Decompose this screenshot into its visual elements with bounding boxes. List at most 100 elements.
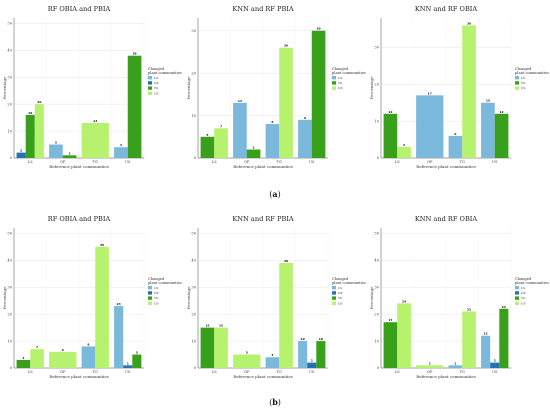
legend-label: US bbox=[338, 301, 343, 305]
legend-swatch-us bbox=[515, 86, 519, 90]
x-tick-label: OP bbox=[244, 370, 250, 374]
bar-value-label: 5 bbox=[136, 351, 138, 355]
x-axis-label: Reference plant communities bbox=[416, 374, 476, 379]
legend-swatch-us bbox=[332, 301, 336, 305]
x-tick-label: TG bbox=[277, 370, 282, 374]
legend-swatch-op bbox=[148, 81, 152, 85]
legend-swatch-op bbox=[515, 291, 519, 295]
bar-us-ls bbox=[114, 306, 124, 368]
bar-value-label: 8 bbox=[271, 120, 273, 124]
legend-label: TG bbox=[521, 81, 526, 85]
bar-ls-us bbox=[397, 146, 411, 158]
y-tick-label: 40 bbox=[7, 49, 12, 53]
y-axis-label: Percentage bbox=[186, 286, 191, 310]
legend-swatch-ls bbox=[515, 286, 519, 290]
bar-value-label: 10 bbox=[319, 337, 323, 341]
bar-value-label: 2 bbox=[311, 359, 313, 363]
bar-ls-tg bbox=[16, 359, 31, 368]
x-tick-label: OP bbox=[244, 160, 250, 164]
x-axis-label: Reference plant communities bbox=[49, 164, 109, 169]
bar-ls-us bbox=[214, 128, 228, 158]
chart-title: RF OBIA and PBIA bbox=[48, 5, 111, 13]
chart-title: KNN and RF OBIA bbox=[415, 215, 478, 223]
y-tick-label: 20 bbox=[191, 71, 196, 75]
x-axis-label: Reference plant communities bbox=[233, 164, 293, 169]
legend-label: LS bbox=[154, 76, 158, 80]
bar-value-label: 5 bbox=[55, 141, 57, 145]
y-tick-label: 10 bbox=[7, 129, 12, 133]
legend-swatch-tg bbox=[332, 296, 336, 300]
y-tick-label: 0 bbox=[10, 156, 13, 160]
y-axis-label: Percentage bbox=[369, 76, 374, 100]
legend-label: LS bbox=[154, 286, 158, 290]
legend-title: Changed bbox=[332, 277, 349, 281]
legend-title: plant communities bbox=[515, 281, 549, 285]
bar-value-label: 4 bbox=[271, 353, 273, 357]
bar-value-label: 1 bbox=[69, 151, 71, 155]
bar-op-tg bbox=[62, 155, 77, 158]
legend-label: LS bbox=[521, 286, 525, 290]
y-tick-label: 10 bbox=[191, 114, 196, 118]
y-tick-label: 30 bbox=[7, 75, 12, 79]
chart-panel-6: KNN and RF OBIA 0 10 20 30 40 50 Percentage Refe… bbox=[369, 215, 549, 379]
y-tick-label: 40 bbox=[7, 259, 12, 263]
bar-value-label: 6 bbox=[454, 132, 456, 136]
bar-op-us bbox=[233, 354, 261, 368]
x-tick-label: TG bbox=[93, 160, 98, 164]
y-tick-label: 40 bbox=[191, 259, 196, 263]
legend-label: LS bbox=[338, 76, 342, 80]
bar-op-ls bbox=[416, 95, 444, 158]
legend-label: LS bbox=[338, 286, 342, 290]
bar-op-us bbox=[416, 365, 444, 368]
bar-value-label: 15 bbox=[219, 324, 223, 328]
legend-swatch-tg bbox=[515, 81, 519, 85]
x-tick-label: LS bbox=[28, 160, 33, 164]
legend-label: US bbox=[338, 86, 343, 90]
bar-tg-us bbox=[462, 311, 476, 368]
bar-value-label: 23 bbox=[117, 302, 121, 306]
bar-us-op bbox=[307, 362, 317, 368]
bar-value-label: 36 bbox=[467, 21, 471, 25]
bar-ls-tg bbox=[200, 136, 215, 158]
bar-tg-ls bbox=[81, 346, 96, 368]
x-tick-label: TG bbox=[460, 370, 465, 374]
legend-label: TG bbox=[338, 81, 343, 85]
legend-title: Changed bbox=[148, 67, 165, 71]
legend-title: Changed bbox=[515, 67, 532, 71]
legend-swatch-tg bbox=[515, 296, 519, 300]
bar-value-label: 13 bbox=[238, 99, 242, 103]
legend-swatch-ls bbox=[148, 76, 152, 80]
y-tick-label: 0 bbox=[194, 156, 197, 160]
y-tick-label: 30 bbox=[7, 285, 12, 289]
legend-swatch-op bbox=[332, 291, 336, 295]
bar-value-label: 6 bbox=[62, 348, 64, 352]
bar-us-tg bbox=[494, 113, 509, 158]
bar-value-label: 10 bbox=[301, 337, 305, 341]
bar-ls-tg bbox=[383, 322, 398, 368]
y-tick-label: 20 bbox=[7, 312, 12, 316]
x-tick-label: TG bbox=[93, 370, 98, 374]
y-axis-label: Percentage bbox=[369, 286, 374, 310]
x-tick-label: TG bbox=[277, 160, 282, 164]
bar-us-op bbox=[123, 365, 133, 368]
bar-value-label: 3 bbox=[22, 356, 24, 360]
y-tick-label: 40 bbox=[374, 259, 379, 263]
bar-tg-us bbox=[279, 47, 293, 158]
y-tick-label: 30 bbox=[374, 46, 379, 50]
bar-value-label: 3 bbox=[403, 143, 405, 147]
bar-ls-us bbox=[214, 327, 228, 368]
y-tick-label: 20 bbox=[7, 102, 12, 106]
bar-value-label: 12 bbox=[499, 110, 503, 114]
x-tick-label: OP bbox=[427, 370, 433, 374]
bar-us-ls bbox=[298, 341, 308, 368]
legend-swatch-ls bbox=[148, 286, 152, 290]
legend-label: US bbox=[521, 301, 526, 305]
legend-label: OP bbox=[154, 291, 158, 295]
x-tick-label: US bbox=[492, 160, 498, 164]
y-tick-label: 0 bbox=[194, 366, 197, 370]
legend-swatch-us bbox=[148, 301, 152, 305]
x-tick-label: US bbox=[125, 160, 131, 164]
legend-title: Changed bbox=[332, 67, 349, 71]
legend-title: plant communities bbox=[148, 71, 182, 75]
bar-value-label: 12 bbox=[388, 110, 392, 114]
